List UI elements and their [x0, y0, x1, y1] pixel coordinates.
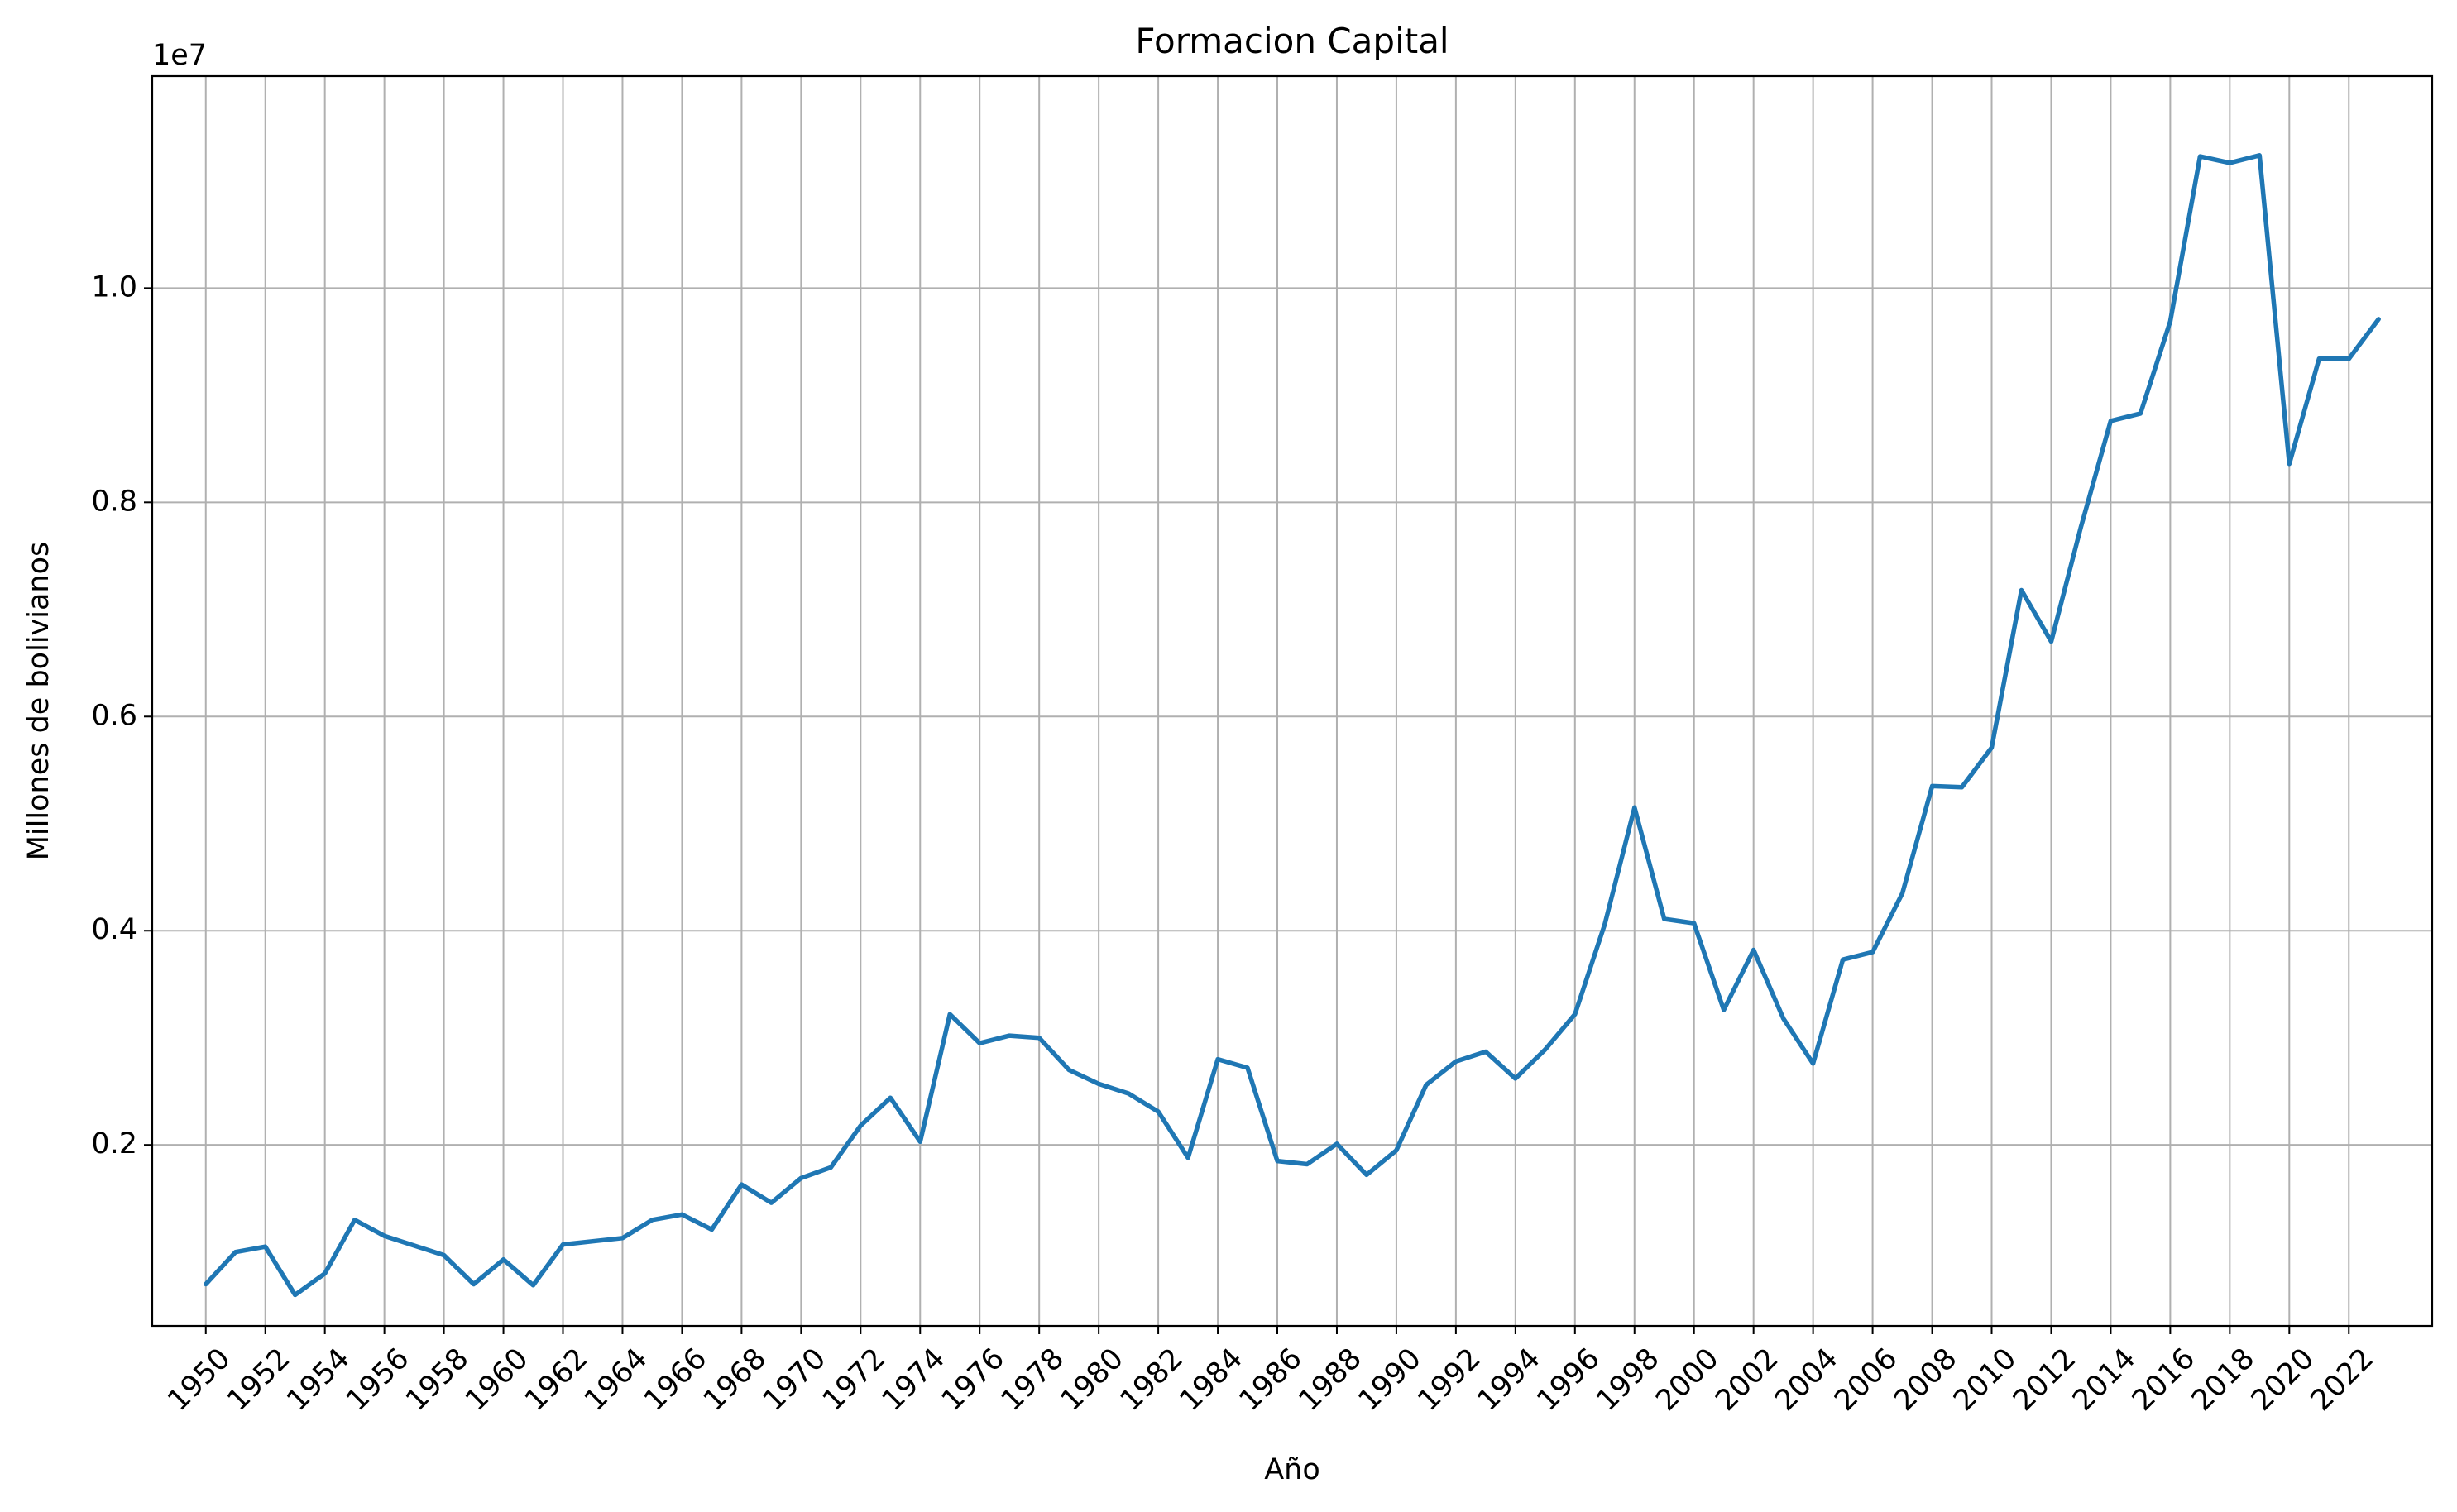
y-tick-label: 0.6	[91, 699, 137, 732]
y-axis-offset-label: 1e7	[152, 39, 207, 72]
plot-frame	[151, 74, 2434, 1328]
y-tick-label: 0.2	[91, 1127, 137, 1160]
y-axis-ticks: 0.2 0.4 0.6 0.8 1.0	[91, 270, 152, 1160]
y-tick-label: 1.0	[91, 270, 137, 304]
series-line	[204, 153, 2381, 1298]
grid-lines	[152, 76, 2432, 1326]
y-tick-label: 0.4	[91, 913, 137, 946]
data-series	[204, 153, 2381, 1298]
y-axis-label: Millones de bolivianos	[22, 542, 55, 861]
y-tick-label: 0.8	[91, 485, 137, 518]
chart-title: Formacion Capital	[1135, 21, 1449, 61]
x-axis-label: Año	[1264, 1453, 1320, 1486]
